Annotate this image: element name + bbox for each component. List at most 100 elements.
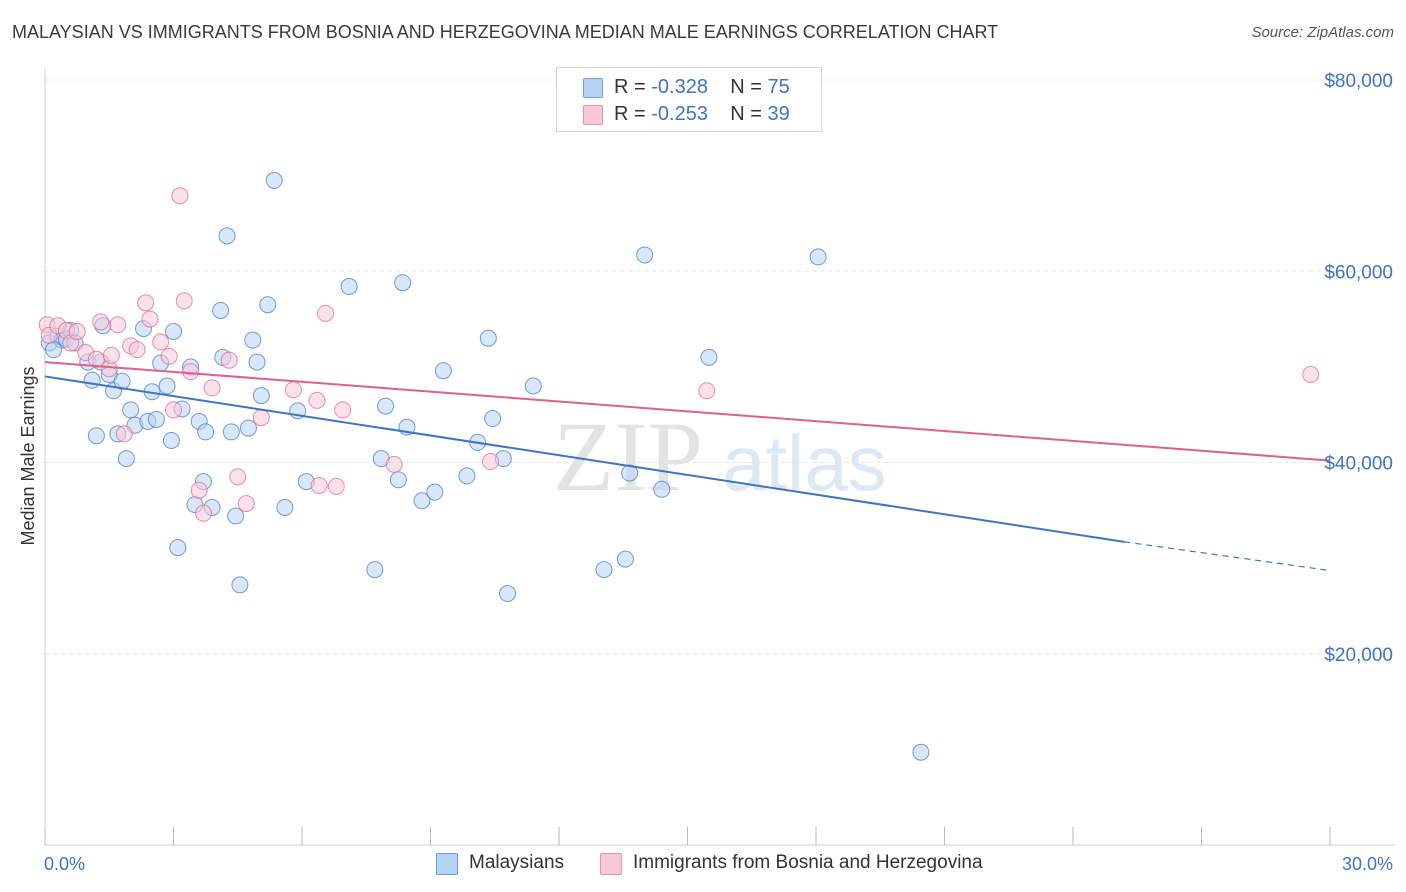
- data-point: [1302, 366, 1320, 384]
- data-point: [481, 453, 499, 471]
- data-point: [698, 382, 716, 400]
- data-point: [458, 467, 476, 485]
- data-point: [310, 476, 328, 494]
- data-point: [276, 498, 294, 516]
- data-point: [327, 477, 345, 495]
- data-point: [194, 504, 212, 522]
- data-point: [147, 410, 165, 428]
- legend-n-label: N =: [730, 103, 768, 125]
- data-point: [220, 351, 238, 369]
- data-point: [122, 401, 140, 419]
- data-point: [87, 427, 105, 445]
- series-bosnia: [38, 187, 1320, 522]
- data-point: [45, 341, 63, 359]
- data-point: [394, 274, 412, 292]
- data-point: [182, 363, 200, 381]
- data-point: [636, 246, 654, 264]
- data-point: [308, 391, 326, 409]
- data-point: [524, 377, 542, 395]
- data-point: [162, 432, 180, 450]
- data-point: [595, 561, 613, 579]
- watermark-zip: ZIP: [553, 401, 703, 512]
- bottom-legend-swatch-malaysians: [436, 853, 458, 875]
- data-point: [115, 425, 133, 443]
- legend-r-label: R =: [614, 103, 652, 125]
- data-point: [377, 397, 395, 415]
- data-point: [252, 409, 270, 427]
- data-point: [621, 464, 639, 482]
- chart-title: MALAYSIAN VS IMMIGRANTS FROM BOSNIA AND …: [12, 22, 999, 42]
- source-label: Source: ZipAtlas.com: [1251, 24, 1394, 41]
- data-point: [231, 576, 249, 594]
- data-point: [653, 480, 671, 498]
- data-point: [484, 410, 502, 428]
- data-point: [227, 507, 245, 525]
- data-point: [128, 341, 146, 359]
- y-tick-label: $80,000: [1324, 71, 1393, 92]
- legend-n-label: N =: [730, 76, 768, 98]
- stats-legend: R = -0.328 N = 75 R = -0.253 N = 39: [556, 67, 822, 132]
- y-tick-label: $60,000: [1324, 262, 1393, 283]
- legend-r-value: -0.253: [651, 103, 708, 125]
- data-point: [137, 294, 155, 312]
- data-point: [239, 419, 257, 437]
- axes: [44, 68, 1395, 846]
- data-point: [426, 483, 444, 501]
- data-point: [809, 248, 827, 266]
- data-point: [616, 550, 634, 568]
- data-point: [317, 304, 335, 322]
- y-tick-label: $20,000: [1324, 645, 1393, 666]
- y-axis-label: Median Male Earnings: [18, 366, 38, 545]
- data-point: [340, 278, 358, 296]
- data-point: [83, 371, 101, 389]
- x-tick-label: 30.0%: [1342, 854, 1393, 874]
- data-point: [284, 381, 302, 399]
- x-tick-label: 0.0%: [44, 854, 85, 874]
- data-point: [218, 227, 236, 245]
- grid-lines: [45, 79, 1395, 655]
- data-point: [389, 471, 407, 489]
- data-point: [165, 322, 182, 340]
- trend-line-extension: [1124, 541, 1331, 572]
- data-point: [366, 561, 384, 579]
- data-point: [197, 423, 215, 441]
- bottom-legend-swatch-bosnia: [600, 853, 622, 875]
- data-point: [109, 316, 127, 334]
- data-point: [117, 450, 135, 468]
- trend-line-malaysians: [44, 375, 1125, 543]
- data-point: [175, 292, 193, 310]
- legend-r-label: R =: [614, 76, 652, 98]
- data-point: [434, 362, 452, 380]
- data-point: [152, 333, 170, 351]
- legend-n-value: 75: [767, 76, 790, 98]
- data-point: [169, 539, 187, 557]
- data-point: [68, 322, 86, 340]
- data-point: [265, 171, 283, 189]
- legend-n-value: 39: [767, 103, 790, 125]
- data-point: [165, 401, 182, 419]
- data-point: [160, 347, 178, 365]
- y-tick-label: $40,000: [1324, 454, 1393, 475]
- data-point: [171, 187, 189, 205]
- data-point: [102, 346, 120, 364]
- data-point: [700, 348, 718, 366]
- data-point: [334, 401, 352, 419]
- legend-r-value: -0.328: [651, 76, 708, 98]
- legend-swatch-bosnia: [583, 105, 603, 125]
- data-point: [413, 492, 431, 510]
- data-point: [479, 329, 497, 347]
- data-point: [229, 468, 247, 486]
- data-point: [385, 455, 403, 473]
- data-point: [222, 423, 240, 441]
- bottom-legend-label: Malaysians: [469, 852, 565, 873]
- data-point: [203, 379, 221, 397]
- trend-line-bosnia: [44, 361, 1331, 462]
- data-point: [499, 585, 517, 603]
- data-point: [212, 301, 230, 319]
- data-point: [158, 377, 176, 395]
- bottom-legend-label: Immigrants from Bosnia and Herzegovina: [633, 852, 983, 873]
- data-point: [244, 331, 262, 349]
- data-point: [248, 353, 266, 371]
- data-point: [92, 313, 110, 331]
